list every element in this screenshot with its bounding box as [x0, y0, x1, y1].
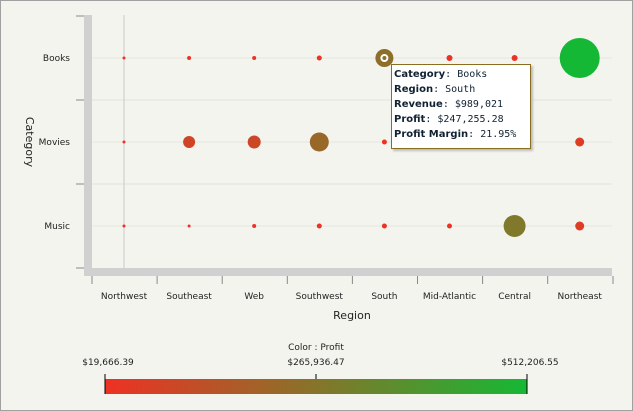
tooltip-label: Profit — [394, 114, 426, 125]
selected-marker — [380, 54, 389, 62]
tooltip-value: 21.95% — [474, 129, 517, 140]
color-legend-mid: $265,936.47 — [287, 358, 344, 368]
bubble-music-web[interactable] — [252, 224, 257, 228]
x-tick-label: Southeast — [166, 292, 212, 302]
tooltip-row: Revenue: $989,021 — [394, 97, 530, 112]
bubble-movies-web[interactable] — [247, 135, 261, 149]
bubble-books-northeast[interactable] — [559, 38, 600, 78]
x-tick-label: Web — [244, 292, 264, 302]
y-tick-label: Books — [43, 54, 70, 64]
bubble-music-mid-atlantic[interactable] — [447, 223, 452, 229]
tooltip-row: Profit Margin: 21.95% — [394, 127, 530, 142]
x-axis-bar — [84, 268, 612, 276]
bubble-music-southwest[interactable] — [316, 223, 322, 229]
y-axis-title: Category — [23, 117, 36, 168]
tooltip-colon: : — [442, 99, 449, 110]
y-tick-label: Movies — [39, 138, 71, 148]
bubble-books-southwest[interactable] — [316, 55, 322, 61]
bubble-music-southeast[interactable] — [187, 224, 191, 228]
color-legend-max: $512,206.55 — [501, 358, 558, 368]
tooltip-label: Profit Margin — [394, 129, 469, 140]
tooltip-colon: : — [445, 69, 452, 80]
tooltip-row: Profit: $247,255.28 — [394, 112, 530, 127]
tooltip-value: South — [439, 84, 476, 95]
bubble-books-web[interactable] — [252, 56, 257, 60]
tooltip-label: Category — [394, 69, 446, 80]
x-tick-label: Northwest — [101, 292, 148, 302]
tooltip-colon: : — [468, 129, 475, 140]
bubble-books-south[interactable] — [375, 49, 394, 67]
y-axis-bar — [84, 15, 92, 276]
tooltip-colon: : — [433, 84, 440, 95]
x-tick-label: Central — [498, 292, 531, 302]
tooltip: Category: Books Region: South Revenue: $98… — [391, 64, 531, 149]
tooltip-colon: : — [425, 114, 432, 125]
x-axis-title: Region — [333, 309, 371, 322]
bubble-movies-southeast[interactable] — [183, 136, 196, 148]
color-legend-title: Color : Profit — [288, 343, 344, 353]
bubble-books-northwest[interactable] — [122, 56, 126, 60]
bubble-movies-northwest[interactable] — [122, 140, 126, 144]
color-legend-bar — [105, 379, 527, 394]
bubble-music-central[interactable] — [503, 215, 526, 237]
bubble-music-south[interactable] — [381, 223, 387, 229]
x-tick-label: South — [371, 292, 397, 302]
x-tick-label: Northeast — [557, 292, 602, 302]
tooltip-value: $247,255.28 — [431, 114, 504, 125]
tooltip-row: Category: Books — [394, 67, 530, 82]
bubble-movies-south[interactable] — [381, 139, 387, 145]
bubble-music-northwest[interactable] — [122, 224, 126, 228]
bubble-books-mid-atlantic[interactable] — [446, 55, 453, 61]
x-tick-label: Mid-Atlantic — [423, 292, 476, 302]
tooltip-label: Revenue — [394, 99, 443, 110]
tooltip-label: Region — [394, 84, 434, 95]
tooltip-value: Books — [451, 69, 488, 80]
bubble-books-southeast[interactable] — [187, 56, 192, 60]
tooltip-value: $989,021 — [448, 99, 504, 110]
bubble-books-central[interactable] — [511, 55, 518, 61]
x-tick-label: Southwest — [296, 292, 344, 302]
bubble-movies-northeast[interactable] — [575, 137, 585, 147]
y-tick-label: Music — [44, 222, 70, 232]
bubble-movies-southwest[interactable] — [309, 132, 329, 152]
tooltip-row: Region: South — [394, 82, 530, 97]
bubble-music-northeast[interactable] — [575, 221, 585, 231]
color-legend-min: $19,666.39 — [82, 358, 134, 368]
